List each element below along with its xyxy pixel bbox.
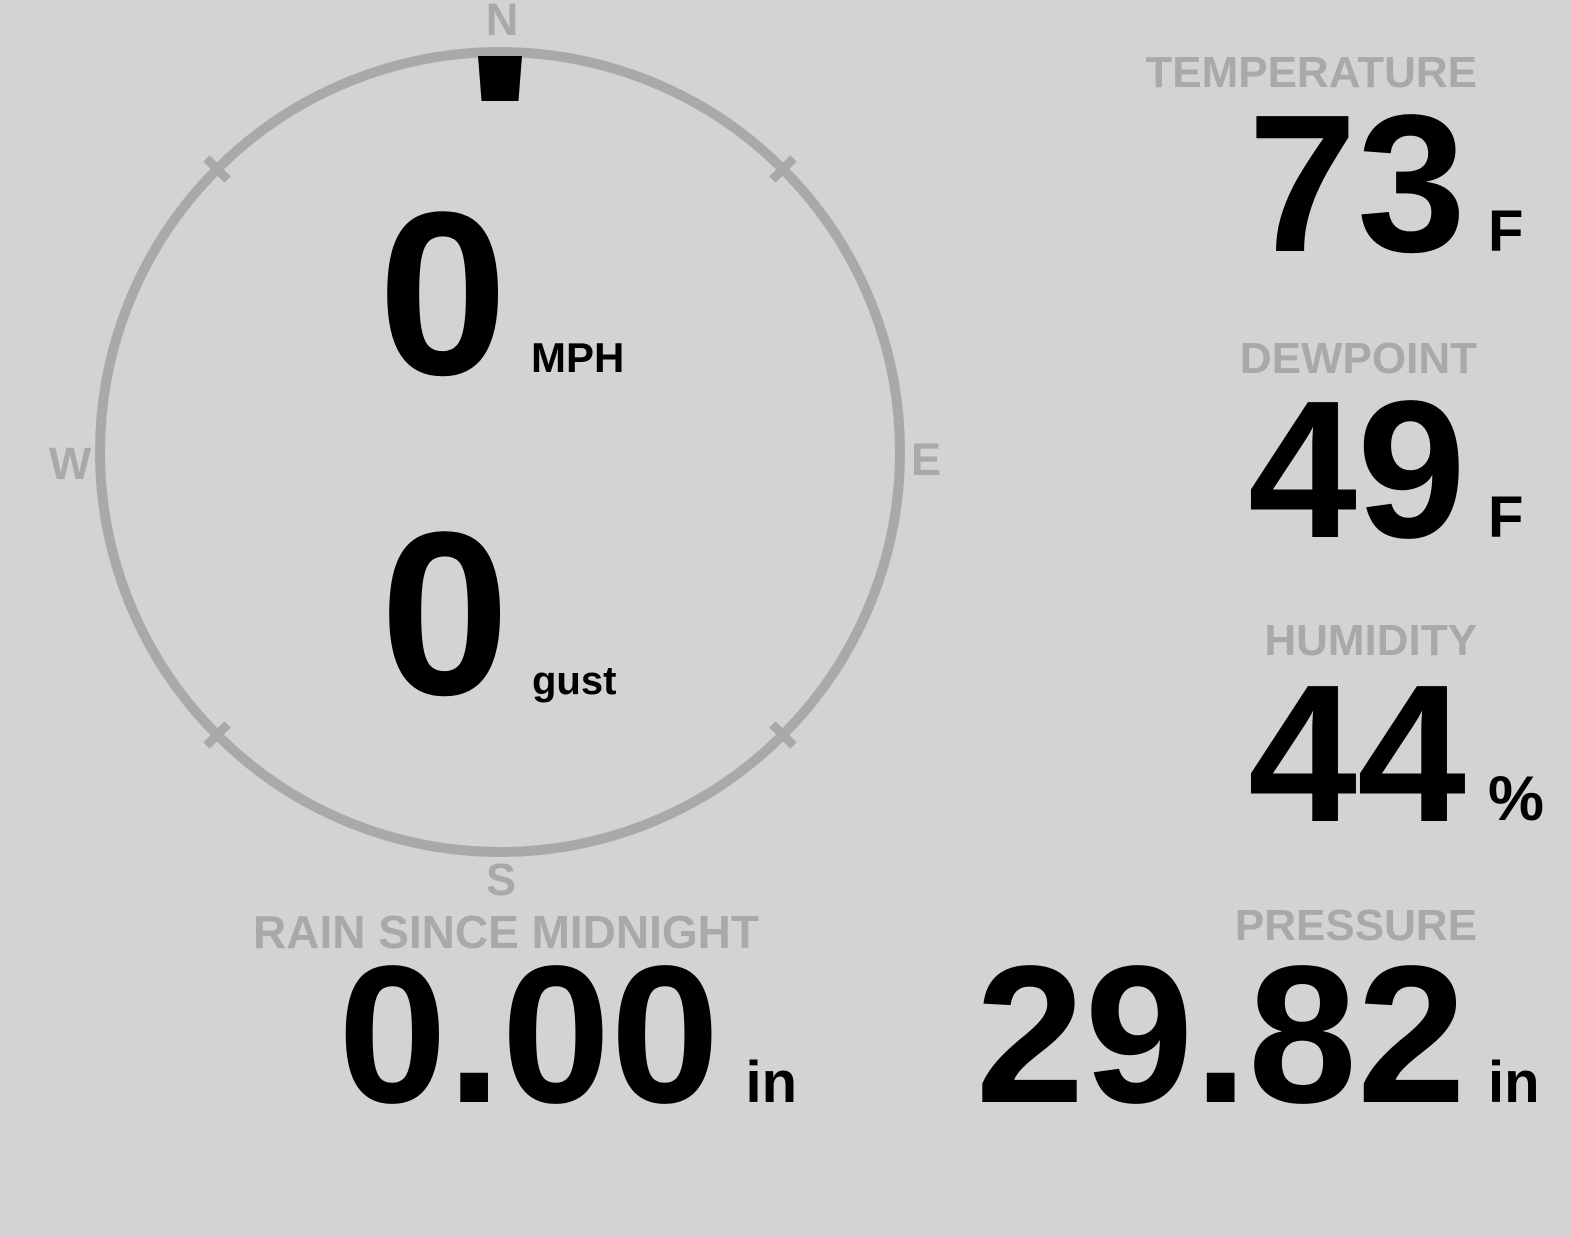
rain-value: 0.00 [338,925,720,1144]
dewpoint-unit: F [1488,485,1524,550]
compass-ring [95,47,905,857]
dewpoint-value: 49 [1247,360,1466,579]
compass-label-north: N [485,0,519,45]
compass-label-south: S [485,854,517,905]
wind-gust-unit: gust [532,659,617,703]
pressure-label: PRESSURE [1234,901,1477,950]
humidity-unit: % [1488,764,1545,834]
humidity-label: HUMIDITY [1264,616,1477,665]
dewpoint-label: DEWPOINT [1239,334,1477,383]
wind-gust-value: 0 [380,484,510,744]
wind-direction-marker-icon [478,56,522,101]
rain-value-row: 0.00 in [338,937,797,1133]
rain-unit: in [745,1050,798,1115]
wind-speed-unit: MPH [531,334,625,381]
pressure-unit: in [1488,1050,1540,1115]
pressure-value: 29.82 [975,925,1466,1144]
rain-label: RAIN SINCE MIDNIGHT [253,906,759,958]
humidity-value: 44 [1247,644,1466,863]
compass-label-west: W [48,438,92,489]
compass-label-east: E [910,434,942,485]
temperature-unit: F [1488,199,1524,264]
temperature-label: TEMPERATURE [1145,48,1477,97]
temperature-value: 73 [1247,74,1466,293]
wind-speed-value: 0 [378,164,508,424]
